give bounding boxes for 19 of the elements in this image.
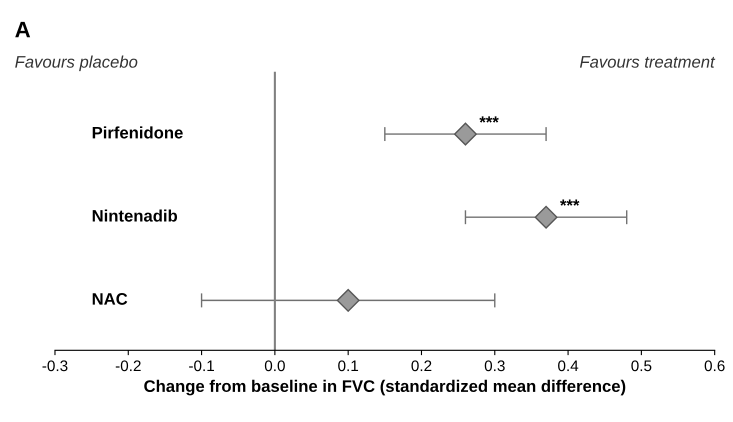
y-tick-label: Pirfenidone bbox=[92, 126, 183, 139]
x-tick-label: 0.5 bbox=[631, 360, 652, 372]
x-tick-label: -0.3 bbox=[42, 360, 68, 372]
x-tick-label: 0.2 bbox=[411, 360, 432, 372]
x-tick-label: -0.1 bbox=[189, 360, 214, 372]
x-tick-label: 0.6 bbox=[704, 360, 725, 372]
chart-title: A bbox=[15, 22, 30, 38]
x-axis-title: Change from baseline in FVC (standardized mean difference) bbox=[144, 380, 626, 396]
y-tick-label: Nintenadib bbox=[92, 209, 178, 222]
x-tick-label: -0.2 bbox=[116, 360, 141, 372]
y-tick-label: NAC bbox=[92, 293, 128, 305]
x-tick-label: 0.1 bbox=[338, 360, 358, 372]
annotation: *** bbox=[479, 116, 499, 123]
annotation: *** bbox=[560, 200, 580, 206]
x-tick-label: 0.0 bbox=[264, 360, 285, 372]
text: Favours treatment bbox=[580, 56, 716, 68]
x-tick-label: 0.3 bbox=[484, 360, 505, 372]
x-tick-label: 0.4 bbox=[558, 360, 578, 372]
text: Favours placebo bbox=[15, 56, 138, 72]
